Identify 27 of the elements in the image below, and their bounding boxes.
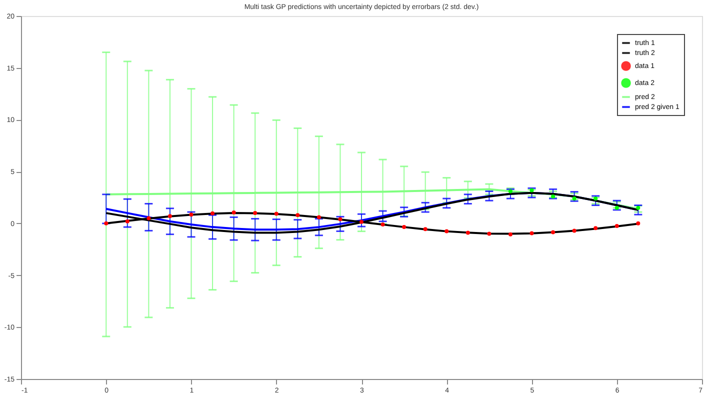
- point: [594, 196, 598, 201]
- point: [572, 228, 576, 233]
- point: [402, 225, 406, 230]
- point: [444, 229, 449, 234]
- point: [232, 210, 236, 215]
- point: [508, 232, 512, 236]
- point: [189, 212, 194, 217]
- point: [296, 213, 300, 218]
- point: [487, 232, 492, 236]
- point: [466, 230, 470, 235]
- point: [316, 215, 321, 220]
- point: [551, 194, 556, 198]
- point: [530, 231, 534, 236]
- point: [614, 224, 619, 228]
- point: [274, 212, 278, 216]
- point: [636, 206, 640, 210]
- point: [146, 216, 151, 220]
- point: [423, 227, 428, 232]
- point: [551, 230, 556, 234]
- point: [168, 214, 172, 218]
- point: [210, 211, 215, 216]
- point: [125, 219, 130, 224]
- point: [338, 217, 342, 222]
- point: [594, 226, 598, 230]
- point: [253, 211, 258, 216]
- point: [636, 221, 640, 226]
- point: [360, 220, 364, 224]
